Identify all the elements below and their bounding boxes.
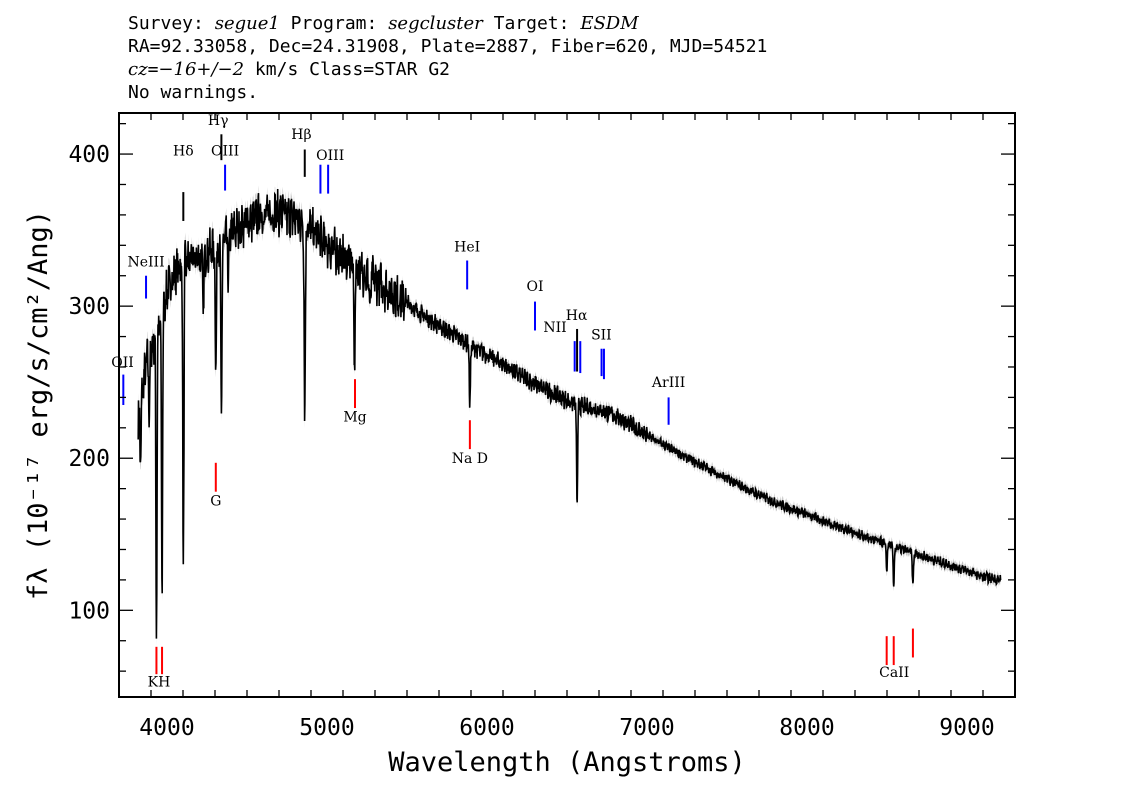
error-band-layer (138, 181, 1001, 647)
emission-line-label: NII (543, 320, 566, 336)
error-band (138, 181, 1001, 647)
absorption-line-label: Na D (452, 451, 488, 467)
emission-line-label: OIII (211, 144, 239, 160)
target-label: Target: (482, 13, 581, 34)
y-tick-label: 400 (68, 142, 110, 168)
emission-line-label: OII (111, 355, 134, 371)
x-tick-label: 4000 (139, 715, 194, 741)
line-marker-layer: NeIII OII OIII OIII HeI OI NII SII ArIII Hδ Hγ Hβ Hα… (111, 113, 914, 690)
balmer-line-label: Hα (566, 308, 588, 324)
survey-value: segue1 (214, 13, 280, 34)
absorption-line-label: Mg (343, 410, 366, 426)
spectrum-layer (137, 188, 1002, 639)
x-tick-label: 5000 (299, 715, 354, 741)
target-value: ESDM (580, 13, 639, 34)
balmer-line-label: Hδ (173, 144, 194, 160)
absorption-line-label: CaII (879, 665, 909, 681)
x-tick-label: 8000 (779, 715, 834, 741)
cz-value: −16+/−2 (158, 59, 245, 80)
x-tick-label: 7000 (619, 715, 674, 741)
emission-line-label: ArIII (651, 375, 685, 391)
absorption-line-label: G (210, 493, 221, 509)
y-tick-label: 200 (68, 446, 110, 472)
header-line-warnings: No warnings. (128, 82, 259, 103)
emission-line-label: SII (591, 328, 612, 344)
y-tick-label: 100 (68, 598, 110, 624)
tick-labels: 4000 5000 6000 7000 8000 9000 100 200 300 400 (68, 142, 994, 741)
cz-label: cz (128, 59, 148, 80)
balmer-line-label: Hγ (208, 113, 229, 129)
spectrum-line (137, 188, 1002, 639)
emission-line-label: OIII (316, 148, 344, 164)
y-tick-label: 300 (68, 294, 110, 320)
header-line-coordinates: RA=92.33058, Dec=24.31908, Plate=2887, F… (128, 36, 768, 57)
x-tick-label: 6000 (459, 715, 514, 741)
x-axis-label: Wavelength (Angstroms) (388, 747, 746, 778)
spectrum-header: Survey: segue1 Program: segcluster Targe… (128, 12, 767, 104)
axis-ticks (118, 113, 1016, 697)
x-tick-label: 9000 (939, 715, 994, 741)
cz-rest: km/s Class=STAR G2 (244, 59, 450, 80)
header-line-redshift: cz=−16+/−2 km/s Class=STAR G2 (128, 58, 767, 81)
emission-line-label: NeIII (127, 255, 164, 271)
survey-label: Survey: (128, 13, 215, 34)
emission-line-label: OI (526, 279, 543, 295)
header-line-survey: Survey: segue1 Program: segcluster Targe… (128, 12, 767, 35)
cz-eq: = (147, 59, 159, 80)
y-axis-label: fλ (10⁻¹⁷ erg/s/cm²/Ang) (23, 210, 54, 600)
emission-line-label: HeI (454, 239, 480, 255)
absorption-line-label: KH (148, 674, 171, 690)
program-label: Program: (279, 13, 389, 34)
program-value: segcluster (388, 13, 483, 34)
balmer-line-label: Hβ (291, 127, 311, 143)
